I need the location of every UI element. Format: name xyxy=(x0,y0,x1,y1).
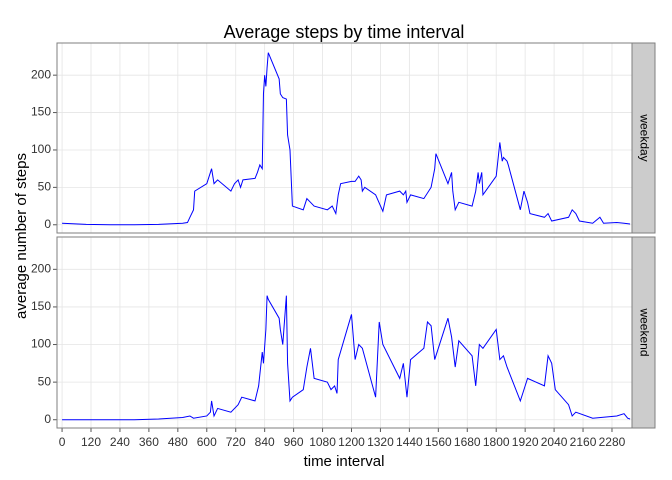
y-tick-label: 0 xyxy=(44,412,51,426)
x-tick-label: 1440 xyxy=(396,435,423,449)
y-tick-label: 100 xyxy=(31,142,51,156)
x-tick-label: 120 xyxy=(81,435,101,449)
x-tick-label: 360 xyxy=(139,435,159,449)
x-tick-label: 1320 xyxy=(367,435,394,449)
x-tick-label: 960 xyxy=(284,435,304,449)
x-tick-label: 1920 xyxy=(512,435,539,449)
x-tick-label: 1560 xyxy=(425,435,452,449)
data-line xyxy=(62,295,631,421)
y-tick-label: 150 xyxy=(31,105,51,119)
x-tick-label: 1200 xyxy=(338,435,365,449)
x-tick-label: 1080 xyxy=(309,435,336,449)
strip xyxy=(631,236,656,429)
x-tick-label: 840 xyxy=(255,435,275,449)
x-tick-label: 1800 xyxy=(483,435,510,449)
y-tick-label: 150 xyxy=(31,299,51,313)
panel xyxy=(57,237,632,428)
y-axis-label: average number of steps xyxy=(13,153,30,319)
panel xyxy=(57,43,632,233)
x-tick-label: 0 xyxy=(59,435,66,449)
x-tick-label: 600 xyxy=(197,435,217,449)
y-tick-label: 100 xyxy=(31,337,51,351)
x-tick-label: 480 xyxy=(168,435,188,449)
strip-label: weekend xyxy=(637,307,651,356)
y-tick-label: 50 xyxy=(38,180,52,194)
data-line xyxy=(62,52,631,226)
y-tick-label: 50 xyxy=(38,374,52,388)
y-tick-label: 200 xyxy=(31,67,51,81)
x-tick-label: 2160 xyxy=(570,435,597,449)
y-tick-label: 0 xyxy=(44,217,51,231)
y-tick-label: 200 xyxy=(31,262,51,276)
x-axis-label: time interval xyxy=(304,453,385,470)
x-tick-label: 2280 xyxy=(599,435,626,449)
x-tick-label: 2040 xyxy=(541,435,568,449)
x-tick-label: 240 xyxy=(110,435,130,449)
x-tick-label: 1680 xyxy=(454,435,481,449)
strip-label: weekday xyxy=(637,113,651,161)
chart-title: Average steps by time interval xyxy=(224,22,465,42)
strip xyxy=(631,42,656,234)
x-tick-label: 720 xyxy=(226,435,246,449)
